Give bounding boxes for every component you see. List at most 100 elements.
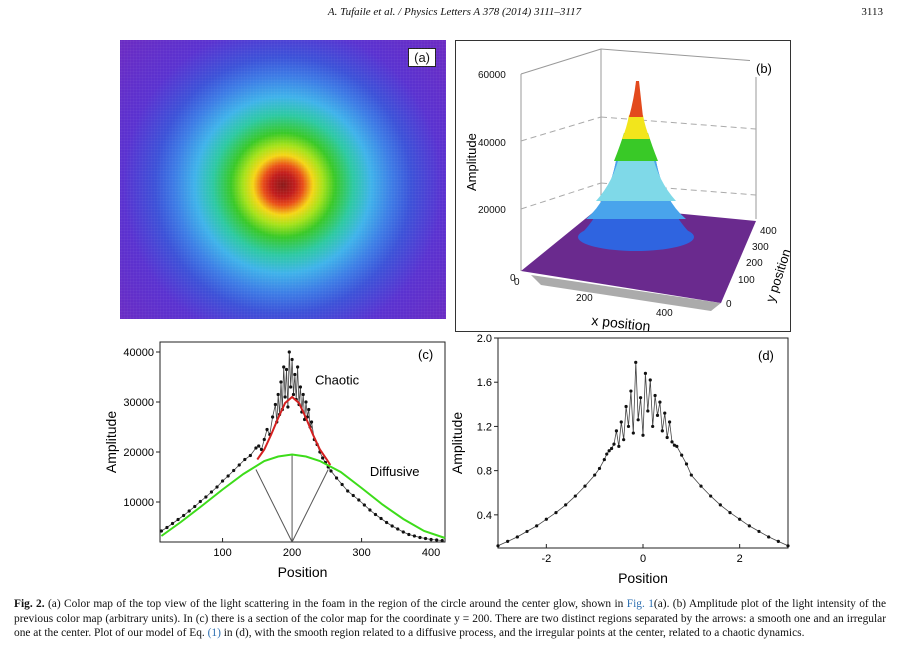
data-point	[612, 442, 616, 446]
data-point	[346, 489, 350, 493]
page-header: A. Tufaile et al. / Physics Letters A 37…	[0, 6, 909, 22]
data-point	[641, 433, 645, 437]
data-point	[767, 535, 771, 539]
data-point	[636, 418, 640, 422]
data-point	[728, 511, 732, 515]
z-tick-20000: 20000	[478, 205, 506, 216]
data-point	[689, 473, 693, 477]
x-axis-label: Position	[618, 570, 668, 586]
data-point	[329, 469, 333, 473]
data-point	[747, 524, 751, 528]
data-point	[262, 437, 266, 442]
data-point	[390, 524, 394, 528]
data-point	[309, 420, 314, 424]
data-point	[321, 456, 325, 460]
data-point	[159, 529, 163, 533]
data-point	[544, 517, 548, 521]
panel-d-chart: -2 0 2 0.4 0.8 1.2 1.6 2.0 Position Amplitude (d)	[450, 333, 790, 586]
data-point	[304, 400, 308, 404]
data-point	[401, 530, 405, 534]
fit-curve	[256, 395, 332, 466]
data-point	[496, 544, 500, 548]
y-tick-100: 100	[738, 275, 755, 286]
data-point	[243, 457, 247, 462]
data-point	[257, 444, 261, 448]
data-point	[279, 380, 283, 384]
data-point	[718, 503, 722, 507]
y-tick-label: 10000	[123, 497, 154, 509]
x-tick-label: 200	[283, 547, 301, 559]
data-point	[607, 449, 611, 453]
y-axis-label: y position	[763, 247, 790, 304]
data-point	[629, 389, 633, 393]
x-tick-label: 300	[352, 547, 370, 559]
data-point	[583, 484, 587, 488]
data-point	[396, 527, 400, 531]
caption-link-eq1[interactable]: (1)	[207, 627, 221, 639]
data-connector	[497, 362, 789, 547]
y-tick-label: 1.6	[477, 377, 492, 389]
y-tick-label: 20000	[123, 447, 154, 459]
data-point	[265, 427, 269, 432]
data-point	[776, 539, 780, 543]
data-point	[622, 438, 626, 442]
figure-caption: Fig. 2. (a) Color map of the top view of…	[14, 597, 886, 641]
data-point	[254, 446, 258, 450]
z-tick-60000: 60000	[478, 70, 506, 81]
data-point	[293, 372, 297, 377]
data-point	[385, 520, 389, 525]
data-point	[660, 429, 664, 433]
data-point	[670, 440, 674, 444]
y-axis-label: Amplitude	[450, 412, 465, 474]
data-point	[525, 529, 529, 534]
data-point	[429, 537, 433, 542]
data-connector	[161, 351, 443, 541]
data-point	[204, 495, 208, 499]
caption-link-fig1[interactable]: Fig. 1	[626, 598, 654, 610]
data-point	[515, 535, 519, 539]
data-point	[276, 392, 280, 397]
fit-curve	[160, 453, 446, 539]
x-tick-label: 100	[213, 547, 231, 559]
data-point	[284, 367, 289, 372]
data-point	[286, 405, 290, 409]
separator-arrow	[255, 469, 293, 543]
data-point	[373, 512, 378, 517]
data-point	[648, 378, 652, 382]
data-point	[418, 535, 422, 540]
data-point	[663, 411, 667, 415]
data-point	[198, 499, 202, 504]
x-tick-label: -2	[541, 553, 551, 565]
z-tick-40000: 40000	[478, 138, 506, 149]
data-point	[634, 360, 638, 364]
data-point	[182, 513, 186, 518]
x-tick-200: 200	[576, 293, 593, 304]
data-point	[535, 524, 539, 528]
data-point	[619, 420, 623, 424]
plot-frame	[497, 337, 789, 549]
data-point	[738, 517, 742, 521]
data-point	[291, 392, 296, 397]
data-point	[301, 392, 305, 397]
data-point	[193, 504, 197, 509]
panel-a-label: (a)	[408, 48, 436, 67]
data-point	[651, 424, 655, 429]
data-point	[287, 350, 291, 354]
data-point	[407, 532, 411, 537]
data-point	[220, 479, 225, 483]
data-point	[614, 429, 619, 433]
data-point	[423, 536, 428, 541]
y-tick-400: 400	[760, 226, 777, 237]
data-point	[646, 409, 650, 413]
x-axis-label: x position	[591, 312, 652, 331]
data-point	[290, 357, 294, 362]
data-point	[351, 493, 355, 498]
data-point	[232, 468, 236, 473]
data-point	[680, 453, 684, 457]
annotation-label: Diffusive	[370, 464, 420, 479]
data-point	[435, 538, 439, 542]
data-point	[506, 539, 510, 543]
data-point	[248, 453, 252, 458]
data-point	[271, 415, 275, 419]
y-tick-label: 1.2	[477, 421, 492, 433]
